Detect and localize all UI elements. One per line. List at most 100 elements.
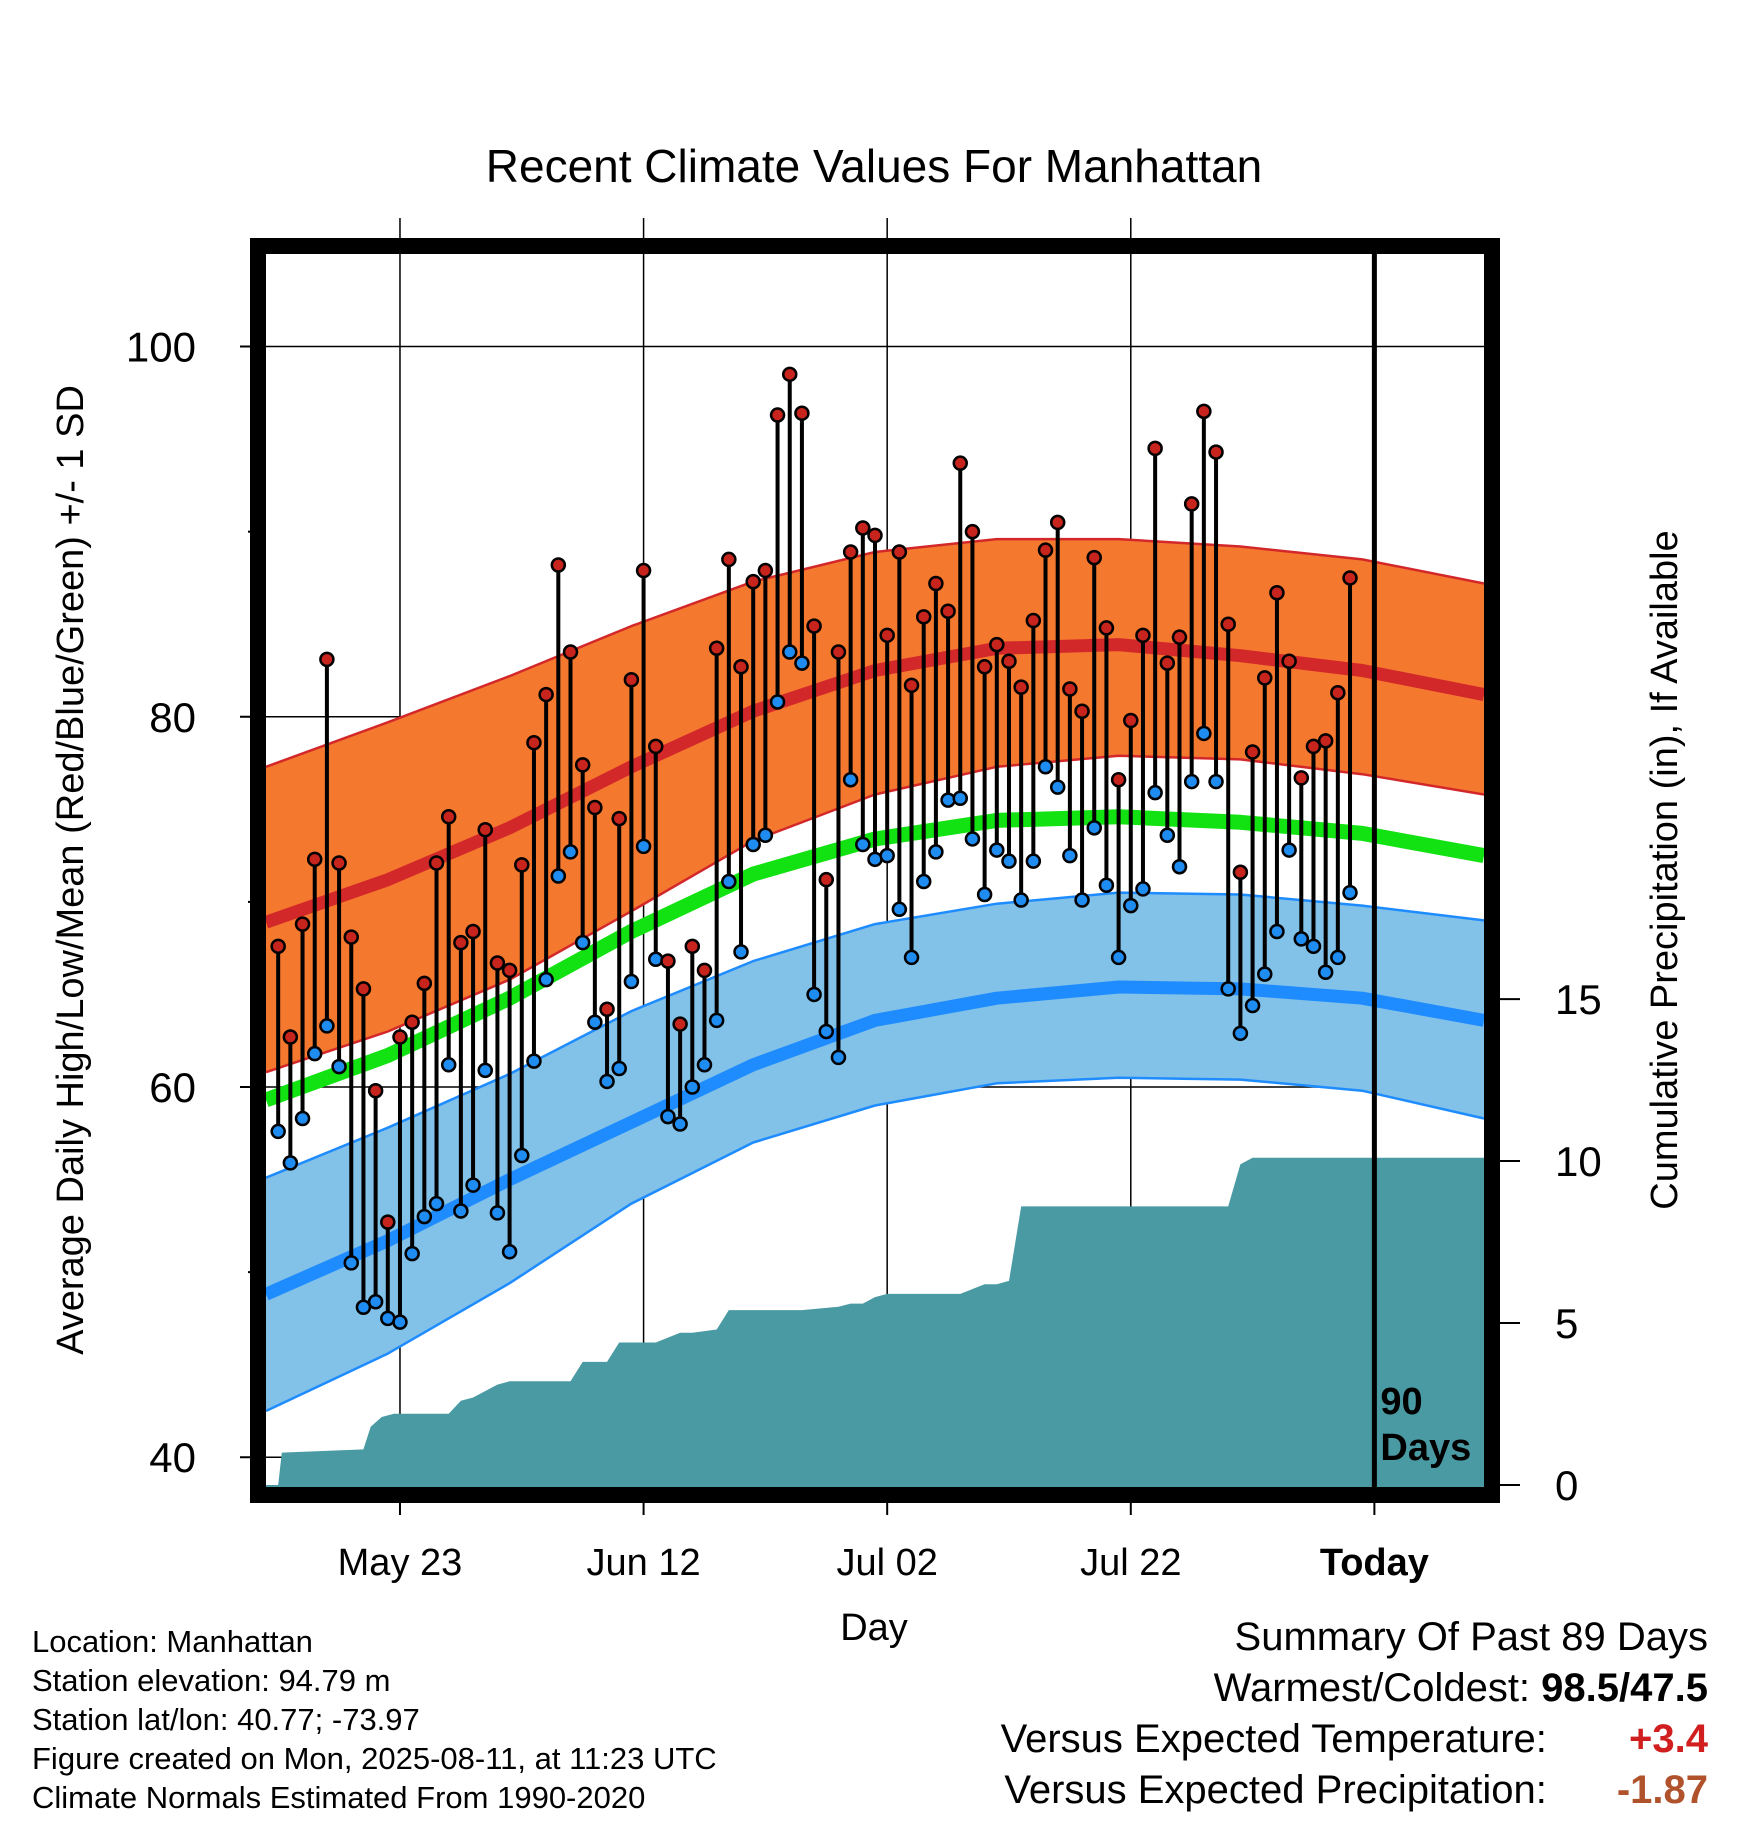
high-point [976,659,993,675]
low-point [1208,773,1224,790]
high-point [526,734,542,751]
low-point [1098,877,1115,893]
low-point [989,842,1005,858]
high-point [477,821,493,838]
high-point [842,544,859,560]
high-point [294,916,311,932]
low-point [306,1045,323,1062]
low-point [294,1110,311,1127]
high-point [781,366,798,383]
low-point [1196,725,1212,742]
high-point [794,405,810,421]
high-point [440,808,457,825]
high-point [1098,620,1115,636]
high-point [696,962,713,979]
high-point [830,644,847,660]
low-point [270,1123,286,1140]
low-point [331,1058,347,1075]
low-point [611,1060,627,1077]
high-point [721,551,737,568]
summary-precip: Versus Expected Precipitation: -1.87 [1001,1765,1708,1816]
low-point [879,847,895,864]
low-point [915,873,932,890]
low-point [769,694,786,710]
high-point [1305,738,1322,755]
low-point [367,1293,384,1310]
high-point [1330,684,1346,701]
low-point [1074,892,1090,908]
low-point [928,844,944,860]
info-normals: Climate Normals Estimated From 1990-2020 [32,1780,646,1815]
high-point [550,557,567,573]
high-point [867,527,883,544]
low-point [404,1245,420,1262]
high-point [1342,570,1358,586]
low-point [355,1299,372,1316]
station-info: Location: Manhattan Station elevation: 9… [32,1622,717,1817]
low-point [1269,923,1285,940]
low-point [660,1108,676,1125]
high-point [587,799,603,816]
high-point [1232,864,1249,881]
y2-tick-label: 5 [1555,1300,1578,1347]
high-point [940,603,956,620]
high-point [514,857,530,873]
low-point [648,951,664,968]
info-location: Location: Manhattan [32,1624,313,1659]
info-elevation: Station elevation: 94.79 m [32,1663,391,1698]
high-point [331,855,347,871]
high-point [428,855,445,871]
high-point [599,1001,615,1018]
high-point [611,810,627,827]
daily-range-bars [270,366,1358,1330]
low-point [891,901,908,918]
x-axis-label: Day [840,1607,908,1649]
low-point [1171,858,1188,875]
high-point [270,938,286,955]
low-point [976,886,993,903]
low-point [1232,1025,1249,1042]
high-point [1257,670,1273,686]
high-point [392,1029,408,1045]
high-point [1025,612,1042,629]
temp-value: +3.4 [1629,1717,1708,1761]
high-point [708,640,725,657]
high-point [623,672,640,688]
low-point [1305,938,1322,955]
low-point [1257,966,1273,982]
low-point [1317,964,1334,980]
low-point [1183,773,1200,790]
high-point [989,636,1005,653]
high-point [1281,653,1297,669]
x-tick-label: Jul 02 [836,1542,937,1584]
y-tick-label: 60 [149,1064,196,1111]
high-point [879,627,895,644]
high-point [416,975,433,992]
high-point [745,573,761,590]
low-point [733,944,749,960]
low-point [842,771,859,788]
high-point [806,618,822,634]
low-point [587,1014,603,1030]
high-point [660,953,676,969]
high-point [1171,629,1188,645]
low-point [781,644,798,660]
high-point [952,455,969,471]
low-point [1123,897,1139,914]
low-point [453,1203,469,1219]
warm-cold-value: 98.5/47.5 [1541,1666,1708,1710]
today-days-label: 90 Days [1380,1381,1471,1469]
high-point [635,562,652,579]
high-point [757,562,774,579]
low-point [416,1208,433,1225]
info-latlon: Station lat/lon: 40.77; -73.97 [32,1702,420,1737]
high-point [355,981,372,997]
high-point [903,677,920,694]
summary-title: Summary Of Past 89 Days [1234,1615,1708,1659]
y2-axis-label: Cumulative Precipitation (in), If Availa… [1644,530,1686,1209]
low-point [830,1049,847,1066]
high-point [1196,403,1212,420]
high-point [453,934,469,951]
y2-tick-label: 10 [1555,1138,1602,1185]
